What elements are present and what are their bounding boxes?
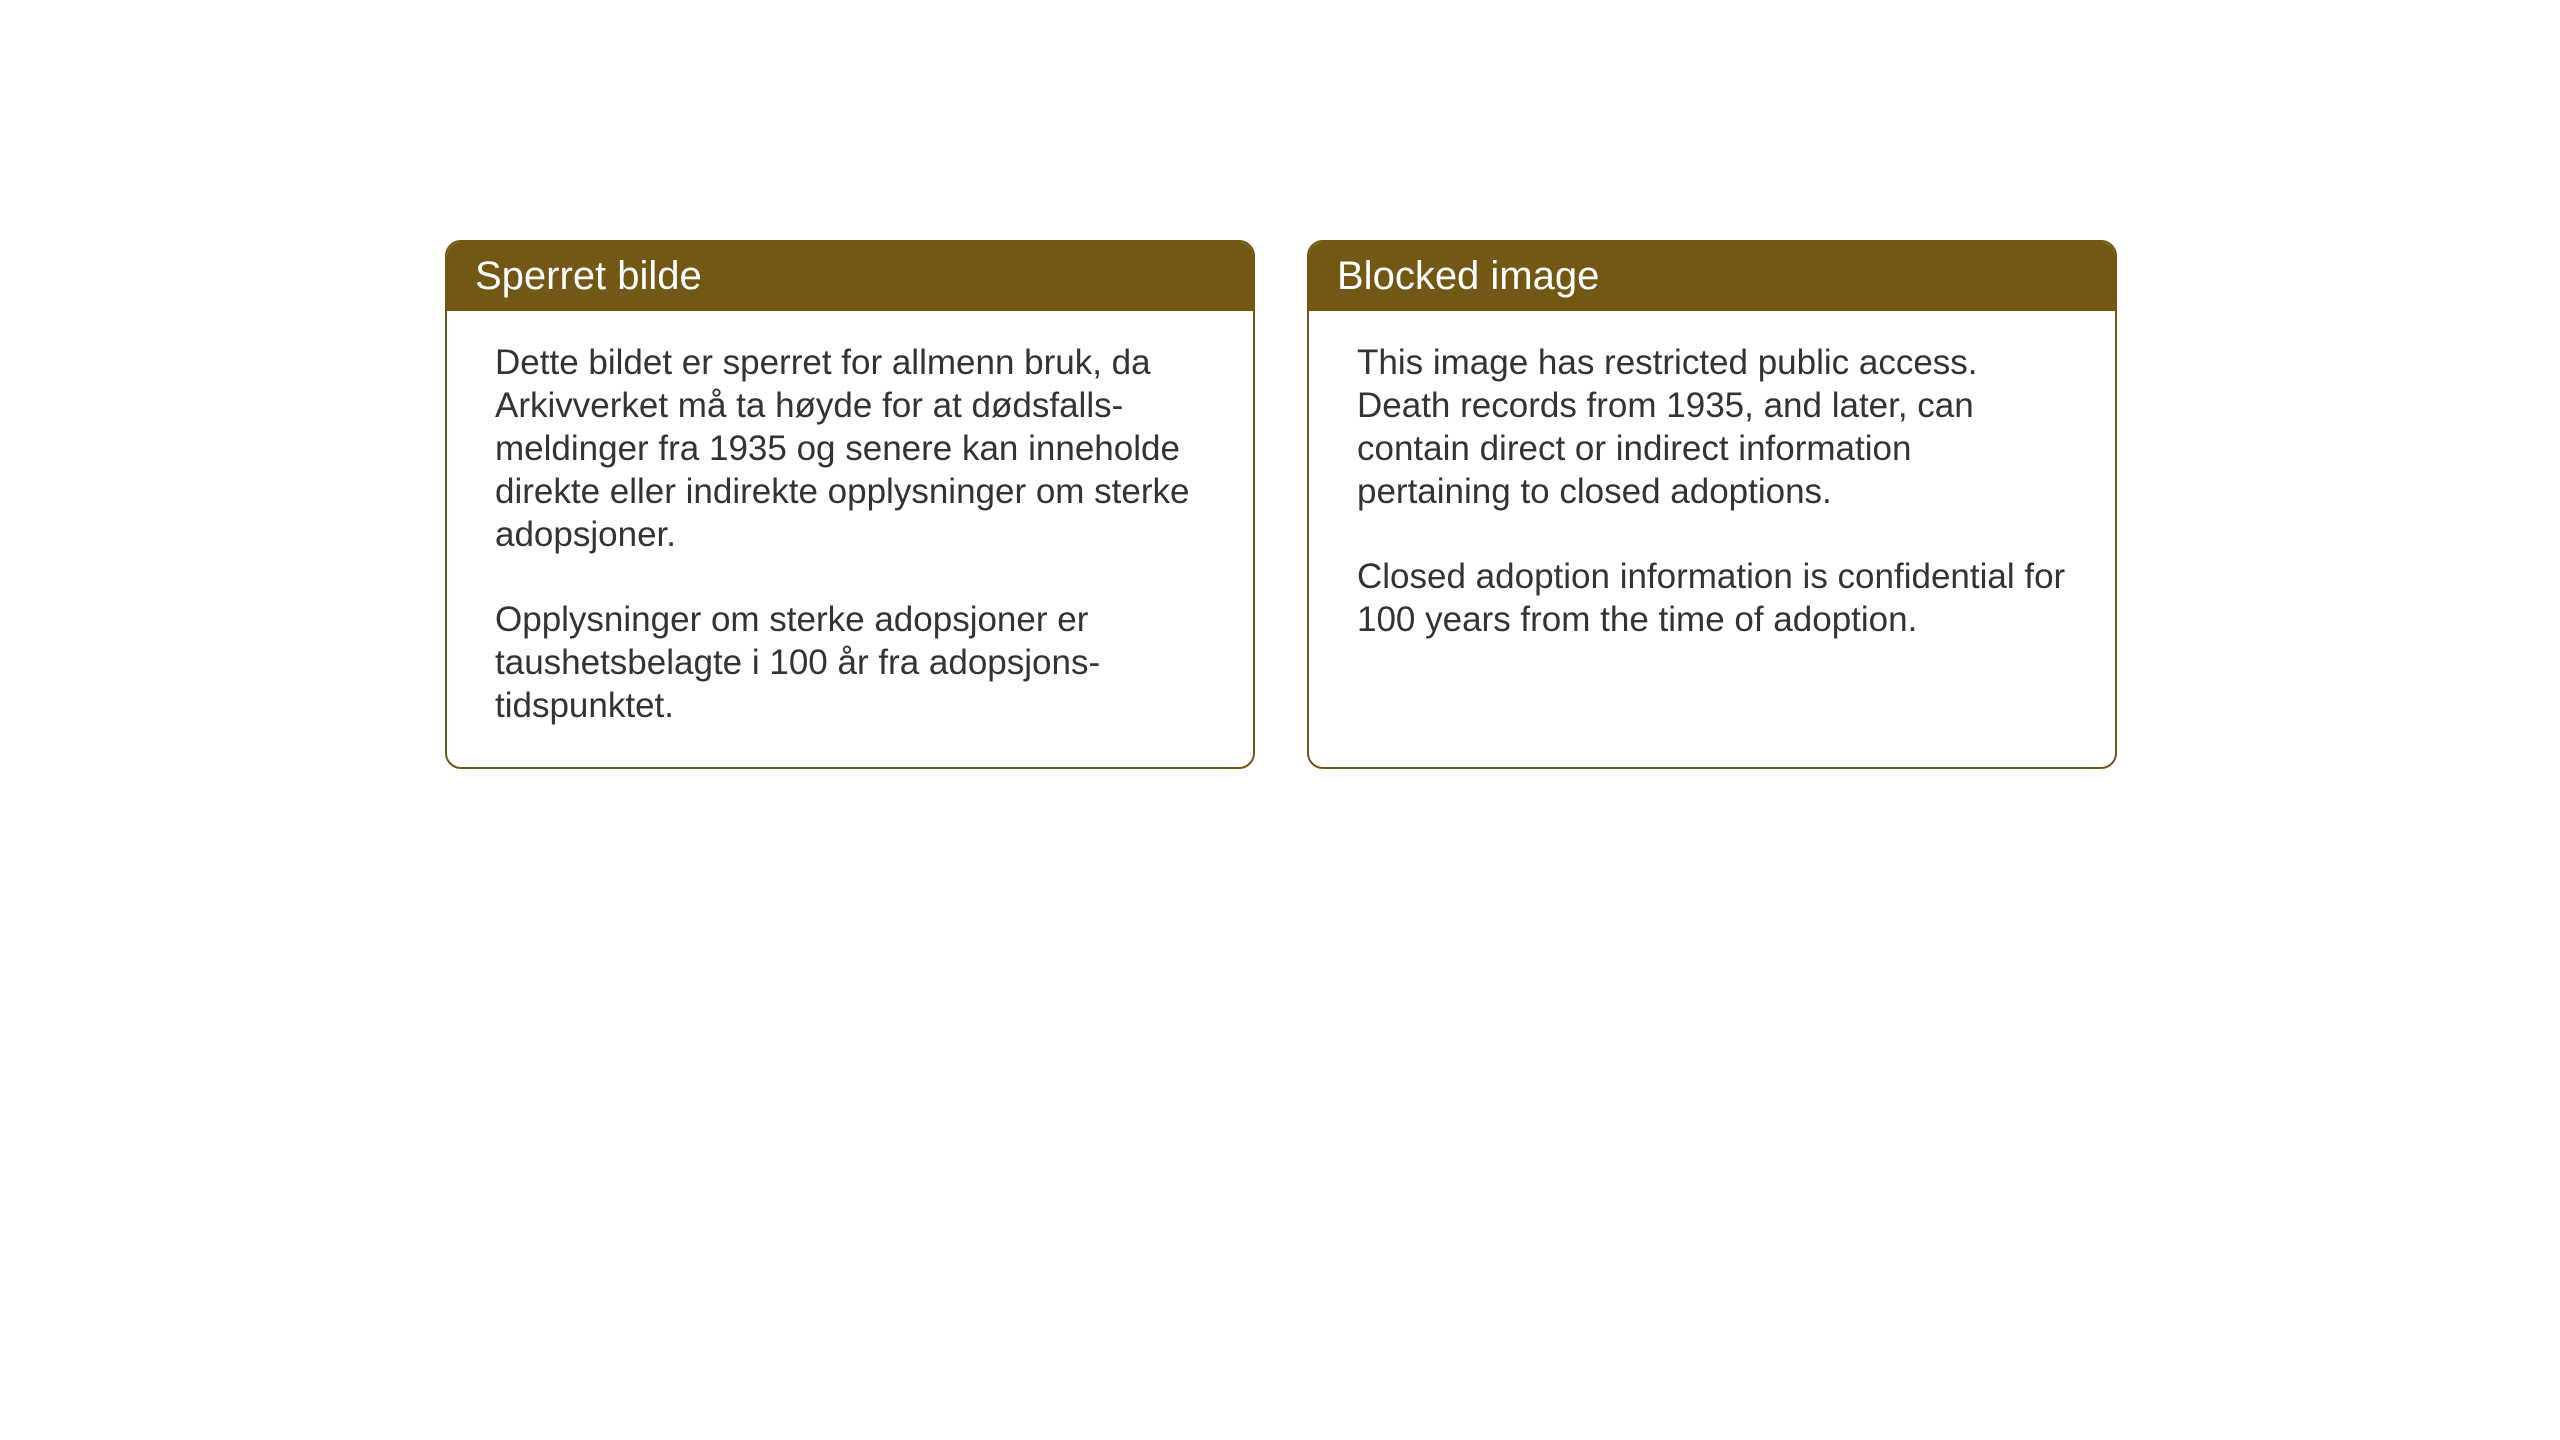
card-paragraph-english-1: This image has restricted public access.… — [1357, 341, 2067, 513]
card-paragraph-norwegian-2: Opplysninger om sterke adopsjoner er tau… — [495, 598, 1205, 727]
card-body-norwegian: Dette bildet er sperret for allmenn bruk… — [447, 311, 1253, 767]
notice-card-norwegian: Sperret bilde Dette bildet er sperret fo… — [445, 240, 1255, 769]
card-body-english: This image has restricted public access.… — [1309, 311, 2115, 751]
card-paragraph-english-2: Closed adoption information is confident… — [1357, 555, 2067, 641]
card-title-english: Blocked image — [1337, 254, 1599, 298]
card-header-english: Blocked image — [1309, 242, 2115, 311]
card-paragraph-norwegian-1: Dette bildet er sperret for allmenn bruk… — [495, 341, 1205, 556]
notice-card-english: Blocked image This image has restricted … — [1307, 240, 2117, 769]
notice-container: Sperret bilde Dette bildet er sperret fo… — [445, 240, 2117, 769]
card-header-norwegian: Sperret bilde — [447, 242, 1253, 311]
card-title-norwegian: Sperret bilde — [475, 254, 702, 298]
